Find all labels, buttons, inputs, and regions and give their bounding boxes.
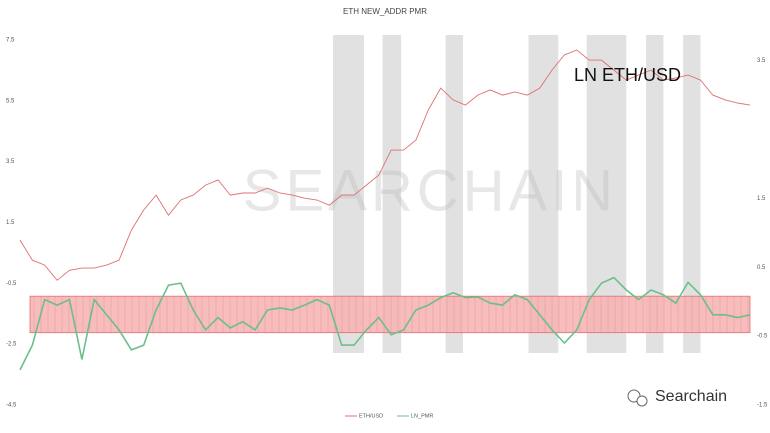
y-tick-label: 5.5 xyxy=(6,98,15,104)
y-tick-label: -4.5 xyxy=(6,403,17,409)
shaded-range xyxy=(646,35,664,353)
y2-tick-label: 1.5 xyxy=(757,196,766,202)
logo-bubble xyxy=(636,395,648,407)
legend-label: ETH/USD xyxy=(359,413,383,419)
watermark: SEARCHAIN xyxy=(243,158,617,223)
series-line xyxy=(19,276,751,371)
shaded-range xyxy=(445,35,463,353)
brand-logo xyxy=(627,389,648,407)
y-tick-label: 3.5 xyxy=(6,159,15,165)
brand-name: Searchain xyxy=(655,388,727,405)
y2-tick-label: 3.5 xyxy=(757,58,766,64)
y2-tick-label: -1.5 xyxy=(757,403,768,409)
chart-title: ETH NEW_ADDR PMR xyxy=(343,7,427,16)
y-tick-label: 1.5 xyxy=(6,220,15,226)
band xyxy=(29,295,751,334)
legend-label: LN_PMR xyxy=(411,413,433,419)
series-line xyxy=(19,49,751,281)
shaded-range xyxy=(382,35,402,353)
annotation: LN ETH/USD xyxy=(574,65,681,85)
shaded-range xyxy=(683,35,701,353)
y2-tick-label: -0.5 xyxy=(757,334,768,340)
y2-tick-label: 0.5 xyxy=(757,265,766,271)
y-tick-label: -2.5 xyxy=(6,342,17,348)
y-tick-label: 7.5 xyxy=(6,38,15,44)
y-tick-label: -0.5 xyxy=(6,281,17,287)
